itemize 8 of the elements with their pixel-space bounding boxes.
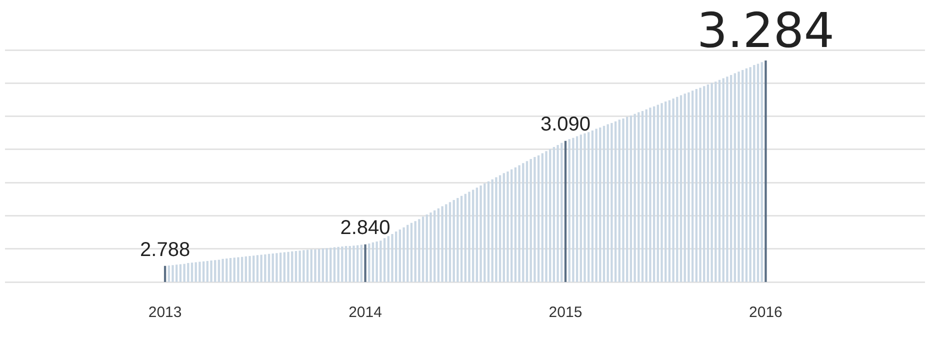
x-tick-label: 2016 (749, 304, 782, 322)
data-label: 3.090 (540, 114, 591, 136)
x-tick-label: 2015 (548, 304, 582, 322)
data-label: 2.788 (140, 238, 190, 261)
data-label: 3.284 (697, 3, 834, 60)
x-tick-label: 2013 (148, 304, 182, 322)
data-label: 2.840 (340, 217, 390, 240)
x-tick-label: 2014 (348, 304, 382, 322)
